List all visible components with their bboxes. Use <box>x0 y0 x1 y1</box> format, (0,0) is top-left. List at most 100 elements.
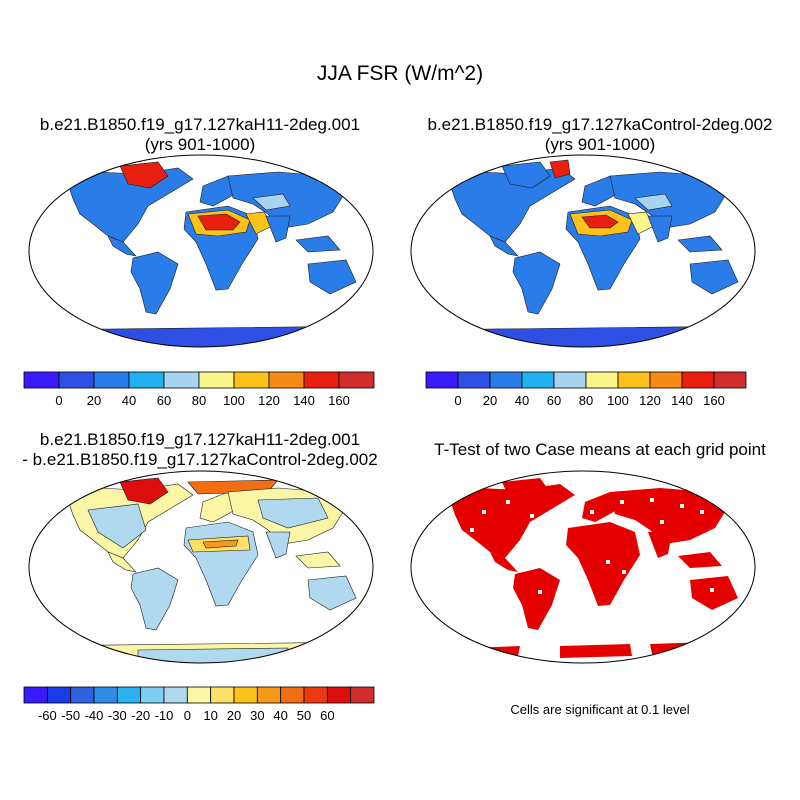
colorbar-swatch <box>140 686 165 704</box>
colorbar-tick-label: 160 <box>328 393 350 408</box>
colorbar-swatch <box>617 371 651 389</box>
greenland <box>502 478 550 504</box>
sahara-core <box>581 214 619 229</box>
indonesia <box>295 235 341 253</box>
colorbar-swatch <box>23 371 60 389</box>
panel-case1-title: b.e21.B1850.f19_g17.127kaH11-2deg.001 <box>39 115 361 134</box>
colorbar-tick-label: 100 <box>223 393 245 408</box>
south-asia <box>265 215 291 243</box>
indonesia <box>678 552 722 568</box>
antarctica <box>29 325 373 347</box>
colorbar-swatch <box>128 371 165 389</box>
colorbar-tick-label: -10 <box>155 708 174 723</box>
colorbar-swatch <box>489 371 523 389</box>
panel-case2-title: b.e21.B1850.f19_g17.127kaControl-2deg.00… <box>427 115 773 134</box>
colorbar-swatch <box>280 686 305 704</box>
antarctica <box>411 325 755 347</box>
central-america <box>490 552 518 572</box>
south-america <box>130 251 179 315</box>
colorbar-swatch <box>93 371 130 389</box>
antarctica-patches <box>470 642 710 658</box>
colorbar-swatch <box>681 371 715 389</box>
asia <box>610 488 730 544</box>
map-case1 <box>28 154 374 348</box>
south-asia <box>648 532 672 558</box>
figure-title: JJA FSR (W/m^2) <box>316 62 484 85</box>
colorbar-swatch <box>116 686 142 704</box>
colorbar-case2: 0 20 40 60 80 100 120 140 160 <box>425 371 747 412</box>
south-america <box>130 567 179 631</box>
indonesia <box>677 235 723 253</box>
map-difference <box>28 470 374 664</box>
greenland <box>119 477 169 505</box>
africa <box>566 522 640 606</box>
south-asia <box>647 215 673 243</box>
colorbar-swatch <box>457 371 491 389</box>
south-america <box>513 568 560 630</box>
colorbar-tick-label: 100 <box>607 393 629 408</box>
asia-highlands <box>634 193 673 211</box>
colorbar-tick-label: 0 <box>184 708 191 723</box>
colorbar-swatch <box>163 371 200 389</box>
colorbar-tick-label: 80 <box>579 393 593 408</box>
asia-highlands <box>252 193 291 211</box>
colorbar-swatch <box>233 686 258 704</box>
greenland <box>119 161 169 189</box>
colorbar-swatch <box>338 371 375 389</box>
central-america <box>489 235 519 257</box>
colorbar-tick-label: 160 <box>703 393 725 408</box>
colorbar-swatch <box>93 686 118 704</box>
panel-ttest-title: T-Test of two Case means at each grid po… <box>434 440 766 459</box>
colorbar-tick-label: -60 <box>38 708 57 723</box>
insignificant-gaps <box>470 498 714 594</box>
colorbar-tick-label: 140 <box>671 393 693 408</box>
colorbar-tick-label: 10 <box>203 708 217 723</box>
colorbar-swatch <box>521 371 555 389</box>
sahara-core <box>197 213 241 231</box>
colorbar-swatch <box>553 371 587 389</box>
significance-note: Cells are significant at 0.1 level <box>510 702 690 717</box>
colorbar-swatch <box>58 371 95 389</box>
colorbar-tick-label: 140 <box>293 393 315 408</box>
australia <box>690 576 738 610</box>
colorbar-tick-label: 40 <box>122 393 136 408</box>
colorbar-tick-label: -50 <box>61 708 80 723</box>
colorbar-swatch <box>350 686 375 704</box>
colorbar-swatch <box>70 686 95 704</box>
colorbar-tick-label: 120 <box>639 393 661 408</box>
colorbar-case2-svg: 0 20 40 60 80 100 120 140 160 <box>425 371 747 408</box>
greenland <box>501 161 551 189</box>
colorbar-swatch <box>713 371 747 389</box>
colorbar-tick-label: 80 <box>192 393 206 408</box>
colorbar-swatch <box>326 686 352 704</box>
australia <box>307 575 357 611</box>
colorbar-swatch <box>303 686 328 704</box>
indonesia <box>295 551 341 569</box>
colorbar-tick-label: 40 <box>273 708 287 723</box>
colorbar-tick-label: 40 <box>515 393 529 408</box>
colorbar-swatch <box>303 371 340 389</box>
colorbar-tick-label: -40 <box>85 708 104 723</box>
asia-interior <box>257 497 329 529</box>
colorbar-case1-svg: 0 20 40 60 80 100 120 140 160 <box>23 371 375 408</box>
colorbar-tick-label: 20 <box>87 393 101 408</box>
panel-case2-subtitle: (yrs 901-1000) <box>544 135 656 154</box>
colorbar-case1: 0 20 40 60 80 100 120 140 160 <box>23 371 375 412</box>
colorbar-swatch <box>198 371 235 389</box>
panel-diff-title-line1: b.e21.B1850.f19_g17.127kaH11-2deg.001 <box>39 430 361 449</box>
colorbar-tick-label: 30 <box>250 708 264 723</box>
colorbar-swatch <box>268 371 305 389</box>
colorbar-swatch <box>233 371 270 389</box>
sahel-core <box>202 539 239 549</box>
panel-case1-subtitle: (yrs 901-1000) <box>144 135 256 154</box>
colorbar-tick-label: 0 <box>55 393 62 408</box>
north-america <box>450 484 575 558</box>
colorbar-difference-svg: -60 -50 -40 -30 -20 -10 0 10 20 30 40 50 60 <box>23 686 375 723</box>
colorbar-difference: -60 -50 -40 -30 -20 -10 0 10 20 30 40 50 60 <box>23 686 375 727</box>
colorbar-tick-label: 60 <box>157 393 171 408</box>
colorbar-swatch <box>186 686 212 704</box>
colorbar-swatch <box>425 371 459 389</box>
colorbar-swatch <box>23 686 48 704</box>
colorbar-tick-label: 20 <box>483 393 497 408</box>
colorbar-tick-label: -20 <box>131 708 150 723</box>
